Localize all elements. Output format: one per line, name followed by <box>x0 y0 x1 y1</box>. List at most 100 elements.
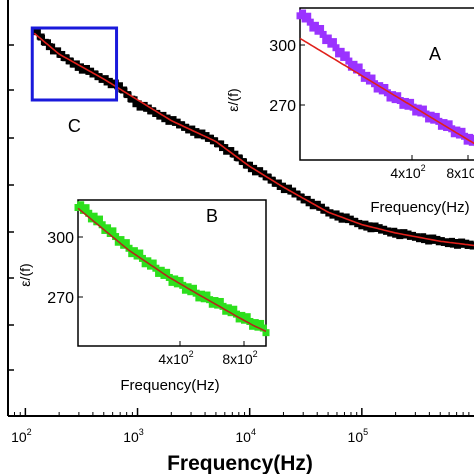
data-marker <box>317 203 325 211</box>
data-marker <box>222 144 229 151</box>
inset-data-marker <box>257 319 265 327</box>
inset-data-marker <box>458 127 466 135</box>
inset-data-marker <box>417 109 425 117</box>
data-marker <box>198 129 206 137</box>
data-marker <box>35 29 41 35</box>
data-marker <box>173 118 181 126</box>
data-marker <box>333 210 340 217</box>
inset-data-marker <box>211 297 219 305</box>
inset-data-marker <box>414 104 422 112</box>
inset-data-marker <box>208 300 216 308</box>
data-marker <box>337 212 344 219</box>
inset-x-tick-label: 4x102 <box>158 349 193 367</box>
inset-data-marker <box>224 304 232 312</box>
inset-x-tick-label: 4x102 <box>390 163 425 181</box>
inset-data-marker <box>304 12 312 20</box>
inset-data-marker <box>381 83 389 91</box>
data-marker <box>49 43 56 50</box>
inset-data-marker <box>259 324 267 332</box>
data-marker <box>115 82 123 90</box>
data-marker <box>289 187 297 195</box>
inset-x-axis-title: Frequency(Hz) <box>120 377 219 394</box>
fit-line-red <box>33 32 474 247</box>
inset-data-marker <box>332 44 340 52</box>
x-tick-label: 102 <box>11 427 32 445</box>
inset-data-marker <box>396 97 404 105</box>
inset-data-marker <box>471 134 474 142</box>
data-marker <box>237 155 243 161</box>
x-tick-exponent: 3 <box>139 427 144 437</box>
inset-data-marker <box>243 313 251 321</box>
x-tick-base: 10 <box>123 429 139 445</box>
inset-data-marker <box>437 122 445 130</box>
inset-data-marker <box>138 254 146 262</box>
inset-data-marker <box>311 21 319 29</box>
data-marker <box>279 182 286 189</box>
inset-data-marker <box>230 305 238 313</box>
data-marker <box>256 167 264 175</box>
inset-data-marker <box>176 276 184 284</box>
data-marker <box>189 125 196 132</box>
inset-data-marker <box>238 311 246 319</box>
data-marker <box>64 54 70 60</box>
inset-data-marker <box>136 249 144 257</box>
inset-y-axis-title: ε/(f) <box>225 88 241 111</box>
inset-data-marker <box>412 108 420 116</box>
inset-data-marker <box>90 212 98 220</box>
data-marker <box>304 195 311 202</box>
inset-data-marker <box>77 201 85 209</box>
inset-data-marker <box>329 38 337 46</box>
inset-frame <box>77 199 267 347</box>
data-marker <box>54 47 62 55</box>
inset-data-marker <box>306 18 314 26</box>
data-marker <box>242 158 248 164</box>
data-marker <box>251 164 258 171</box>
data-marker <box>106 77 113 84</box>
data-marker <box>275 179 282 186</box>
data-marker <box>44 39 51 46</box>
inset-data-marker <box>440 119 448 127</box>
x-tick-base: 10 <box>11 429 27 445</box>
data-marker <box>202 132 210 140</box>
x-tick-exponent: 2 <box>27 427 32 437</box>
inset-data-marker <box>445 120 453 128</box>
inset-data-marker <box>425 115 433 123</box>
data-marker <box>284 184 292 192</box>
inset-data-marker <box>189 284 197 292</box>
data-marker <box>193 128 200 135</box>
inset-data-marker <box>203 291 211 299</box>
inset-data-marker <box>450 130 458 138</box>
inset-y-tick-label: 300 <box>47 230 74 247</box>
inset-data-marker <box>391 96 399 104</box>
data-marker <box>102 75 109 82</box>
inset-data-marker <box>350 60 358 68</box>
inset-data-marker <box>251 319 259 327</box>
inset-data-marker <box>432 112 440 120</box>
data-marker <box>58 50 66 58</box>
inset-data-marker <box>427 111 435 119</box>
inset-data-marker <box>200 295 208 303</box>
inset-data-marker <box>195 294 203 302</box>
inset-data-marker <box>404 102 412 110</box>
inset-data-marker <box>262 329 270 337</box>
inset-data-marker <box>368 74 376 82</box>
inset-data-marker <box>319 30 327 38</box>
data-marker <box>218 140 225 147</box>
inset-data-marker <box>342 51 350 59</box>
x-tick-base: 10 <box>235 429 251 445</box>
x-tick-label: 103 <box>123 427 144 445</box>
data-marker <box>144 104 152 112</box>
inset-x-tick-mantissa: 4x10 <box>158 351 189 367</box>
inset-data-marker <box>461 132 469 140</box>
data-marker <box>266 174 272 180</box>
inset-data-marker <box>198 290 206 298</box>
data-marker <box>39 34 45 40</box>
inset-y-tick-label: 300 <box>269 38 296 55</box>
x-axis-title: Frequency(Hz) <box>167 452 313 474</box>
inset-data-marker <box>399 101 407 109</box>
inset-data-marker <box>144 257 152 265</box>
inset-data-marker <box>355 63 363 71</box>
inset-x-tick-mantissa: 4x10 <box>390 165 421 181</box>
inset-data-marker <box>157 266 165 274</box>
inset-data-marker <box>324 34 332 42</box>
